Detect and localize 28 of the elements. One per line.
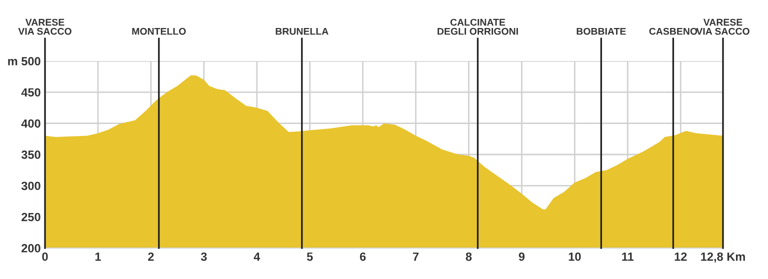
- y-tick-label: 450: [21, 88, 40, 97]
- x-tick-label: 1: [95, 252, 101, 261]
- ref-line-label: BOBBIATE: [576, 28, 626, 35]
- x-tick-label: 2: [148, 252, 154, 261]
- y-tick-label: m 500: [8, 57, 40, 66]
- x-tick-label: 11: [622, 252, 634, 261]
- x-tick-label: 12,8 Km: [701, 252, 745, 263]
- x-tick-label: 5: [306, 252, 313, 261]
- x-tick-label: 6: [360, 252, 366, 261]
- y-tick-label: 300: [21, 182, 40, 190]
- x-tick-label: 8: [466, 252, 472, 261]
- ref-line-label: MONTELLO: [132, 28, 186, 35]
- y-tick-label: 400: [21, 119, 40, 128]
- x-tick-label: 3: [200, 252, 207, 261]
- ref-line-label: VARESE VIA SACCO: [18, 18, 72, 35]
- ref-line-label: BRUNELLA: [276, 28, 328, 35]
- x-tick-label: 7: [413, 252, 419, 261]
- x-tick-label: 10: [568, 252, 581, 261]
- ref-line-label: CASBENO: [649, 28, 698, 35]
- ref-line-label: VARESE VIA SACCO: [696, 18, 750, 35]
- x-tick-label: 12: [674, 252, 687, 261]
- x-tick-label: 0: [42, 252, 48, 261]
- ref-line-label: CALCINATE DEGLI ORRIGONI: [438, 18, 518, 35]
- x-tick-label: 9: [518, 252, 525, 261]
- x-tick-label: 4: [254, 252, 260, 261]
- y-tick-label: 250: [22, 212, 40, 222]
- y-tick-label: 200: [22, 244, 40, 252]
- y-tick-label: 350: [21, 150, 40, 159]
